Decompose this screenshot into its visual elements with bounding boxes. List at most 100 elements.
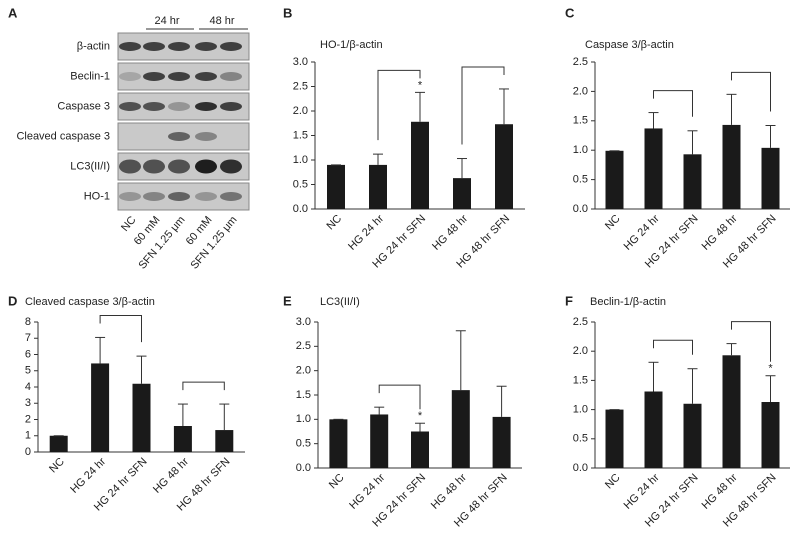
blot-band [168,192,190,201]
y-tick-label: 1.0 [296,413,311,425]
blot-band [220,102,242,111]
panel-label: C [565,5,575,20]
bar [722,355,741,468]
bar [605,150,624,209]
blot-band [220,42,242,51]
bar [451,390,470,468]
time-group: 24 hr [154,15,179,27]
panel-label: D [8,293,17,308]
row-label: Caspase 3 [57,100,110,112]
blot-band [168,102,190,111]
y-tick-label: 2.0 [573,345,588,357]
y-tick-label: 2.5 [573,56,588,68]
bar [495,124,513,209]
panel-label: E [283,293,292,308]
blot-band [119,42,141,51]
y-tick-label: 2.0 [293,105,308,117]
y-tick-label: 1 [25,430,31,442]
x-tick-label: HG 24 hr [622,471,662,511]
x-tick-label: HG 24 hr [68,455,108,495]
blot-band [195,102,217,111]
blot-band [143,42,165,51]
western-blot [117,32,250,211]
bar [173,426,192,452]
bar [215,430,234,452]
bar [644,391,663,468]
bar [370,414,389,468]
y-tick-label: 4 [25,381,31,393]
comparison-bracket [182,381,225,391]
comparison-bracket [653,90,693,117]
y-tick-label: 2.5 [293,80,308,92]
bar [683,154,702,209]
bar [453,178,471,209]
chart-title: Caspase 3/β-actin [585,39,674,51]
x-tick-label: HG 24 hr [622,212,662,252]
chart-title: Cleaved caspase 3/β-actin [25,296,155,308]
y-tick-label: 0.5 [296,438,311,450]
blot-band [168,159,190,174]
y-tick-label: 0.0 [296,462,311,474]
bar [132,383,151,452]
panel-label: A [8,5,18,20]
y-tick-label: 6 [25,348,31,360]
y-tick-label: 1.0 [293,154,308,166]
row-label: LC3(II/I) [70,160,110,172]
y-tick-label: 5 [25,365,31,377]
y-tick-label: 3 [25,397,31,409]
blot-band [168,42,190,51]
y-tick-label: 1.5 [573,374,588,386]
y-tick-label: 1.5 [293,129,308,141]
blot-band [143,72,165,81]
x-tick-label: HG 24 hr [346,212,386,252]
blot-band [168,72,190,81]
bar [683,403,702,468]
y-tick-label: 8 [25,316,31,328]
row-label: β-actin [77,40,110,52]
significance-mark: * [418,79,423,91]
y-tick-label: 2.0 [573,85,588,97]
x-tick-label: NC [603,472,623,492]
x-tick-label: HG 24 hr [347,471,387,511]
blot-band [143,192,165,201]
panel-label: F [565,293,573,308]
chart-title: HO-1/β-actin [320,39,383,51]
bar [91,363,110,452]
blot-band [143,159,165,174]
x-tick-label: HG 48 hr [429,471,469,511]
row-label: HO-1 [84,190,110,202]
comparison-bracket [377,69,421,141]
bar [492,416,511,468]
comparison-bracket [461,66,505,145]
chart-title: LC3(II/I) [320,296,360,308]
x-tick-label: NC [324,213,344,233]
bar [49,435,68,452]
blot-band [168,132,190,141]
blot-band [119,72,141,81]
row-label: Beclin-1 [70,70,110,82]
blot-band [119,192,141,201]
row-label: Cleaved caspase 3 [16,130,110,142]
x-tick-label: HG 48 hr [151,455,191,495]
significance-mark: * [418,410,423,422]
y-tick-label: 1.0 [573,404,588,416]
significance-mark: * [768,363,773,375]
blot-band [195,42,217,51]
chart-title: Beclin-1/β-actin [590,296,666,308]
y-tick-label: 3.0 [296,316,311,328]
bar [605,409,624,468]
y-tick-label: 0.0 [573,203,588,215]
blot-band [195,159,217,174]
y-tick-label: 7 [25,332,31,344]
y-tick-label: 2.5 [296,340,311,352]
y-tick-label: 1.0 [573,144,588,156]
x-tick-label: NC [327,472,347,492]
y-tick-label: 0 [25,446,31,458]
x-tick-label: HG 48 hr [700,212,740,252]
bar [369,164,387,209]
blot-band [220,72,242,81]
x-tick-label: NC [47,456,67,476]
lane-label: NC [119,214,138,234]
y-tick-label: 2.0 [296,365,311,377]
